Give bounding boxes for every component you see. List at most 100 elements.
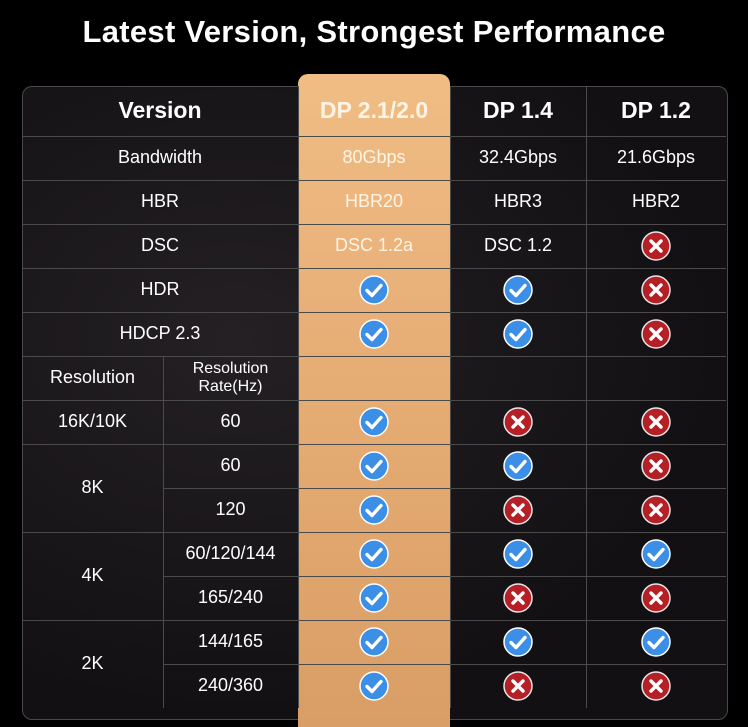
value-cell — [586, 224, 726, 268]
resolution-label: 16K/10K — [57, 411, 128, 432]
value-cell — [450, 664, 586, 708]
check-icon — [359, 583, 389, 613]
check-icon — [359, 627, 389, 657]
value-cell — [298, 620, 450, 664]
value-cell — [586, 400, 726, 444]
value-cell — [298, 664, 450, 708]
value-cell — [450, 444, 586, 488]
row-divider — [22, 532, 726, 533]
cross-icon — [641, 275, 671, 305]
rate-label: 240/360 — [197, 675, 264, 696]
cross-icon — [641, 495, 671, 525]
value-cell — [586, 488, 726, 532]
row-divider — [163, 664, 726, 665]
column-header: DP 1.4 — [483, 97, 553, 124]
row-label: HBR — [140, 191, 179, 212]
check-icon — [503, 627, 533, 657]
column-header: DP 1.2 — [621, 97, 691, 124]
row-divider — [22, 400, 726, 401]
check-icon — [641, 539, 671, 569]
check-icon — [503, 539, 533, 569]
resolution-label: 4K — [81, 565, 104, 586]
value-cell — [586, 312, 726, 356]
check-icon — [359, 275, 389, 305]
row-label: HDCP 2.3 — [119, 323, 201, 344]
check-icon — [359, 407, 389, 437]
check-icon — [503, 275, 533, 305]
value-cell — [450, 576, 586, 620]
value-cell — [586, 532, 726, 576]
value-cell — [298, 268, 450, 312]
column-divider — [298, 86, 299, 708]
resolution-header: Resolution — [49, 367, 136, 388]
value-cell — [586, 444, 726, 488]
row-divider — [22, 224, 726, 225]
check-icon — [641, 627, 671, 657]
check-icon — [503, 319, 533, 349]
value-cell: HBR3 — [493, 191, 542, 212]
value-cell: HBR2 — [631, 191, 680, 212]
value-cell: DSC 1.2a — [334, 235, 414, 256]
row-divider — [22, 356, 726, 357]
value-cell — [450, 268, 586, 312]
cross-icon — [503, 495, 533, 525]
row-divider — [163, 488, 726, 489]
value-cell — [586, 664, 726, 708]
column-divider — [163, 400, 164, 444]
cross-icon — [641, 451, 671, 481]
value-cell: DSC 1.2 — [483, 235, 553, 256]
row-label: HDR — [140, 279, 180, 300]
check-icon — [359, 319, 389, 349]
version-header: Version — [118, 97, 202, 124]
rate-label: 60/120/144 — [185, 543, 276, 564]
row-label: DSC — [140, 235, 179, 256]
value-cell — [450, 532, 586, 576]
cross-icon — [503, 407, 533, 437]
value-cell: 21.6Gbps — [616, 147, 696, 168]
value-cell — [298, 312, 450, 356]
check-icon — [359, 671, 389, 701]
value-cell — [450, 312, 586, 356]
row-label: Bandwidth — [117, 147, 203, 168]
row-divider — [22, 180, 726, 181]
value-cell — [450, 400, 586, 444]
value-cell — [298, 488, 450, 532]
value-cell — [586, 576, 726, 620]
row-divider — [22, 620, 726, 621]
page-title: Latest Version, Strongest Performance — [82, 14, 666, 49]
cross-icon — [641, 407, 671, 437]
row-divider — [22, 136, 726, 137]
rate-header: Resolution Rate(Hz) — [192, 360, 269, 395]
value-cell — [298, 444, 450, 488]
value-cell — [298, 400, 450, 444]
rate-label: 165/240 — [197, 587, 264, 608]
row-divider — [163, 576, 726, 577]
row-divider — [22, 444, 726, 445]
cross-icon — [641, 319, 671, 349]
cross-icon — [503, 671, 533, 701]
rate-label: 60 — [220, 411, 241, 432]
value-cell — [586, 268, 726, 312]
rate-label: 60 — [220, 455, 241, 476]
row-divider — [22, 268, 726, 269]
value-cell: HBR20 — [344, 191, 404, 212]
check-icon — [503, 451, 533, 481]
resolution-label: 8K — [81, 477, 104, 498]
rate-label: 144/165 — [197, 631, 264, 652]
check-icon — [359, 495, 389, 525]
row-divider — [22, 312, 726, 313]
value-cell: 32.4Gbps — [478, 147, 558, 168]
check-icon — [359, 451, 389, 481]
value-cell — [586, 620, 726, 664]
column-divider — [450, 86, 451, 708]
value-cell — [450, 620, 586, 664]
rate-label: 120 — [215, 499, 246, 520]
cross-icon — [641, 671, 671, 701]
cross-icon — [641, 231, 671, 261]
column-divider — [586, 86, 587, 708]
resolution-label: 2K — [81, 653, 104, 674]
value-cell — [298, 576, 450, 620]
column-divider — [163, 356, 164, 400]
cross-icon — [503, 583, 533, 613]
value-cell: 80Gbps — [342, 147, 406, 168]
